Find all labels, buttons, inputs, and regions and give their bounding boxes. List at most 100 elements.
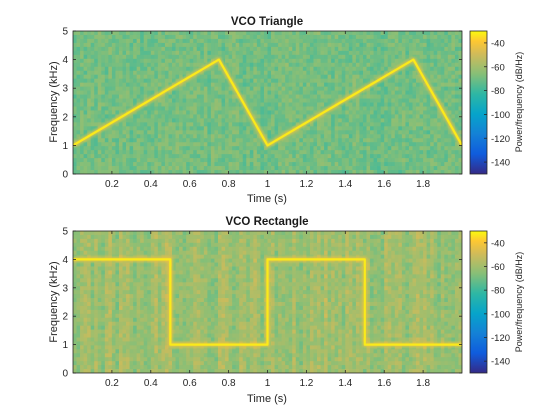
spectrogram-cell xyxy=(217,82,222,88)
spectrogram-cell xyxy=(306,154,311,159)
spectrogram-cell xyxy=(203,50,208,56)
spectrogram-cell xyxy=(90,158,95,163)
spectrogram-cell xyxy=(299,166,304,171)
spectrogram-cell xyxy=(256,150,261,155)
spectrogram-cell xyxy=(274,166,279,171)
spectrogram-cell xyxy=(182,138,187,143)
spectrogram-cell xyxy=(118,54,123,60)
spectrogram-cell xyxy=(398,170,403,174)
spectrogram-cell xyxy=(186,166,191,171)
spectrogram-cell xyxy=(168,110,173,115)
spectrogram-cell xyxy=(161,349,166,354)
spectrogram-cell xyxy=(331,162,336,167)
spectrogram-cell xyxy=(306,62,311,68)
spectrogram-cell xyxy=(221,70,226,76)
spectrogram-cell xyxy=(225,38,229,44)
spectrogram-cell xyxy=(444,106,449,111)
spectrogram-cell xyxy=(320,146,325,151)
spectrogram-cell xyxy=(104,333,109,338)
spectrogram-cell xyxy=(302,86,307,91)
spectrogram-cell xyxy=(288,42,293,48)
spectrogram-cell xyxy=(214,74,219,80)
spectrogram-cell xyxy=(377,118,382,123)
spectrogram-cell xyxy=(260,98,265,103)
spectrogram-cell xyxy=(225,54,229,60)
spectrogram-cell xyxy=(210,122,215,127)
spectrogram-cell xyxy=(309,42,314,48)
spectrogram-cell xyxy=(313,70,318,76)
spectrogram-cell xyxy=(405,82,410,88)
spectrogram-cell xyxy=(73,134,77,139)
spectrogram-cell xyxy=(391,118,396,123)
spectrogram-cell xyxy=(104,114,109,119)
spectrogram-cell xyxy=(387,62,392,68)
spectrogram-cell xyxy=(274,94,279,99)
spectrogram-cell xyxy=(317,82,321,88)
spectrogram-cell xyxy=(136,234,141,240)
spectrogram-cell xyxy=(302,150,307,155)
spectrogram-cell xyxy=(341,54,346,60)
spectrogram-cell xyxy=(164,102,169,107)
spectrogram-cell xyxy=(447,74,452,80)
spectrogram-cell xyxy=(348,38,353,44)
spectrogram-cell xyxy=(433,62,438,68)
spectrogram-cell xyxy=(182,162,187,167)
spectrogram-cell xyxy=(302,130,307,135)
spectrogram-cell xyxy=(90,114,95,119)
spectrogram-cell xyxy=(76,166,81,171)
spectrogram-cell xyxy=(440,38,445,44)
spectrogram-cell xyxy=(426,114,431,119)
spectrogram-cell xyxy=(210,66,215,72)
spectrogram-cell xyxy=(200,158,205,163)
spectrogram-cell xyxy=(260,42,265,48)
spectrogram-cell xyxy=(73,353,77,358)
spectrogram-cell xyxy=(362,106,367,111)
spectrogram-cell xyxy=(122,278,127,283)
spectrogram-cell xyxy=(168,82,173,88)
spectrogram-cell xyxy=(147,70,152,76)
spectrogram-cell xyxy=(352,162,357,167)
spectrogram-cell xyxy=(306,166,311,171)
spectrogram-cell xyxy=(143,74,148,80)
spectrogram-cell xyxy=(115,325,120,331)
spectrogram-cell xyxy=(331,46,336,52)
spectrogram-cell xyxy=(147,78,152,84)
spectrogram-cell xyxy=(97,274,102,279)
spectrogram-cell xyxy=(111,170,116,174)
spectrogram-cell xyxy=(207,114,212,119)
spectrogram-cell xyxy=(157,298,162,303)
spectrogram-cell xyxy=(362,58,367,64)
spectrogram-cell xyxy=(147,38,152,44)
spectrogram-cell xyxy=(348,110,353,115)
spectrogram-cell xyxy=(271,82,275,88)
spectrogram-cell xyxy=(80,78,85,84)
spectrogram-cell xyxy=(447,154,452,159)
spectrogram-cell xyxy=(366,170,371,174)
spectrogram-cell xyxy=(126,66,130,72)
spectrogram-cell xyxy=(214,118,219,123)
spectrogram-cell xyxy=(345,110,350,115)
spectrogram-cell xyxy=(274,42,279,48)
spectrogram-cell xyxy=(150,150,155,155)
spectrogram-cell xyxy=(423,138,428,143)
spectrogram-cell xyxy=(104,290,109,295)
spectrogram-cell xyxy=(416,46,420,52)
spectrogram-cell xyxy=(133,102,138,107)
spectrogram-cell xyxy=(306,58,311,64)
spectrogram-cell xyxy=(366,118,371,123)
spectrogram-cell xyxy=(320,62,325,68)
spectrogram-cell xyxy=(90,345,95,350)
spectrogram-cell xyxy=(147,158,152,163)
spectrogram-cell xyxy=(405,122,410,127)
spectrogram-cell xyxy=(249,138,254,143)
spectrogram-cell xyxy=(101,162,106,167)
spectrogram-cell xyxy=(133,94,138,99)
spectrogram-cell xyxy=(430,42,435,48)
spectrogram-cell xyxy=(370,146,374,151)
spectrogram-cell xyxy=(239,138,244,143)
spectrogram-cell xyxy=(164,166,169,171)
spectrogram-cell xyxy=(366,154,371,159)
spectrogram-cell xyxy=(90,78,95,84)
spectrogram-cell xyxy=(341,78,346,84)
spectrogram-cell xyxy=(285,106,290,111)
